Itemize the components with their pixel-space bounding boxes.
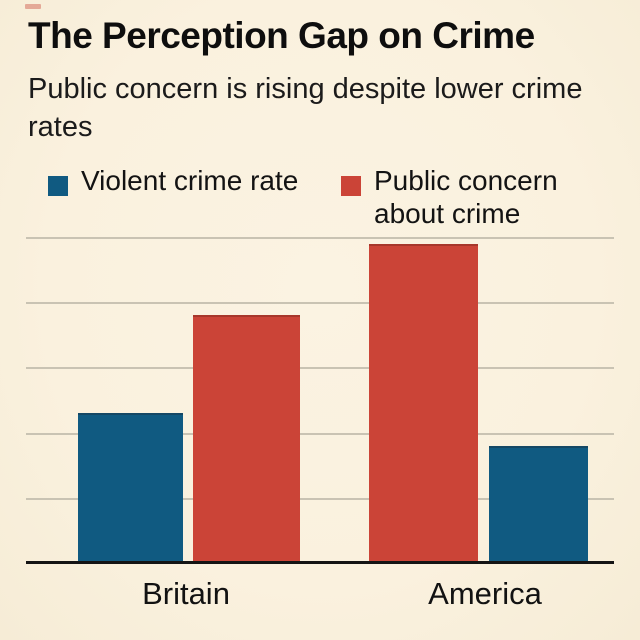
bar-america-violent-crime-rate <box>489 446 588 563</box>
chart-title: The Perception Gap on Crime <box>28 15 535 56</box>
chart-subtitle: Public concern is rising despite lower c… <box>28 73 583 143</box>
gridline <box>26 432 614 435</box>
bar-britain-public-concern <box>193 315 300 563</box>
legend-swatch-red <box>341 176 361 196</box>
category-label-america: America <box>428 576 542 611</box>
bar-america-public-concern <box>369 244 478 563</box>
gridline <box>26 237 614 239</box>
bar-britain-violent-crime-rate <box>78 413 183 563</box>
legend-swatch-blue <box>48 176 68 196</box>
gridline <box>26 302 614 305</box>
legend-label: Violent crime rate <box>81 165 299 196</box>
legend: Violent crime rate Public concern about … <box>0 164 640 229</box>
brand-red-dash <box>25 4 41 9</box>
gridline <box>26 367 614 370</box>
gridline <box>26 497 614 500</box>
x-axis-line <box>26 561 614 564</box>
legend-label: Public concern about crime <box>374 165 558 229</box>
category-label-britain: Britain <box>142 576 230 611</box>
